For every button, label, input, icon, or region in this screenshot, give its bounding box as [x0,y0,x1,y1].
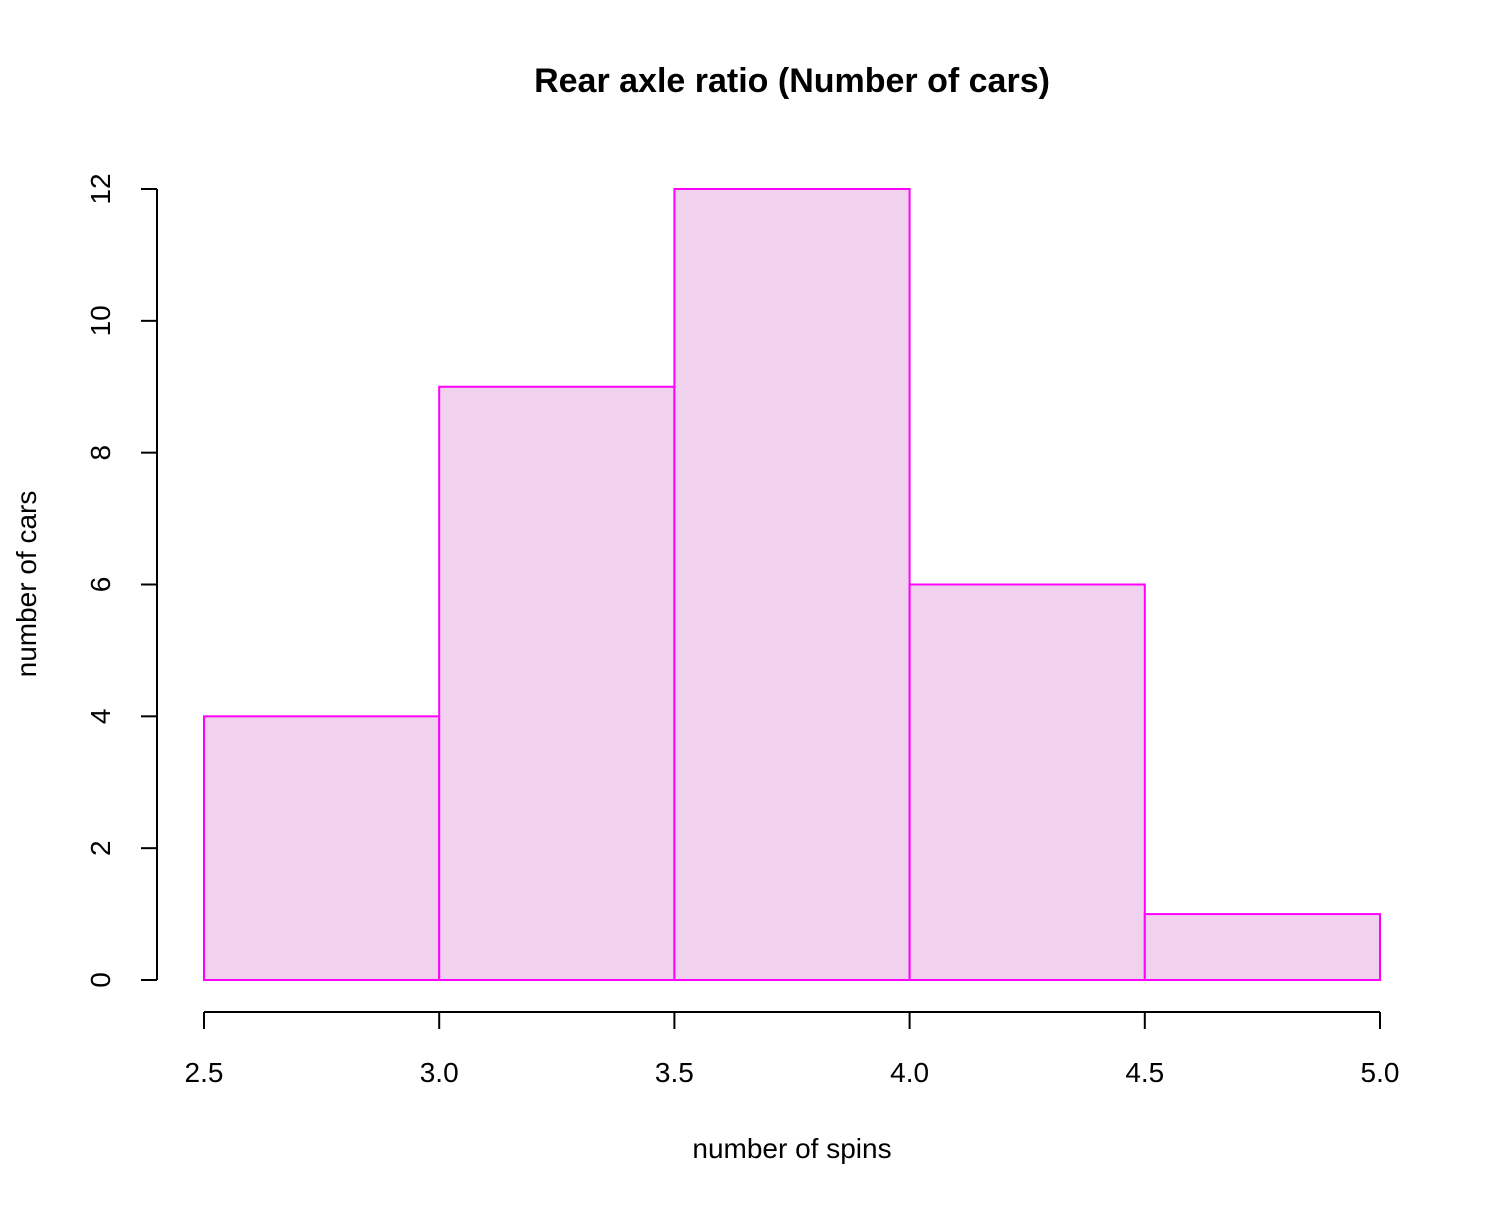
x-tick-label-0: 2.5 [185,1057,224,1088]
y-axis-label: number of cars [11,491,42,678]
y-tick-label-6: 12 [85,173,116,204]
y-tick-label-2: 4 [85,709,116,725]
bar-2 [673,188,911,981]
x-tick-label-4: 4.5 [1125,1057,1164,1088]
y-axis: 0 2 4 6 8 10 12 [85,173,158,988]
x-tick-label-3: 4.0 [890,1057,929,1088]
x-axis: 2.5 3.0 3.5 4.0 4.5 5.0 [185,1011,1400,1088]
y-ticks: 0 2 4 6 8 10 12 [85,173,157,988]
bar-0 [203,715,441,981]
x-tick-label-2: 3.5 [655,1057,694,1088]
y-tick-label-0: 0 [85,972,116,988]
bar-3 [908,583,1146,981]
y-tick-label-1: 2 [85,840,116,856]
x-ticks: 2.5 3.0 3.5 4.0 4.5 5.0 [185,1012,1400,1088]
bar-4 [1143,913,1382,981]
x-tick-label-1: 3.0 [420,1057,459,1088]
y-tick-label-3: 6 [85,577,116,593]
x-axis-label: number of spins [692,1133,891,1164]
chart-title: Rear axle ratio (Number of cars) [534,62,1050,100]
bars-group [203,188,1382,981]
y-tick-label-5: 10 [85,305,116,336]
bar-1 [438,385,676,981]
y-tick-label-4: 8 [85,445,116,461]
x-tick-label-5: 5.0 [1361,1057,1400,1088]
